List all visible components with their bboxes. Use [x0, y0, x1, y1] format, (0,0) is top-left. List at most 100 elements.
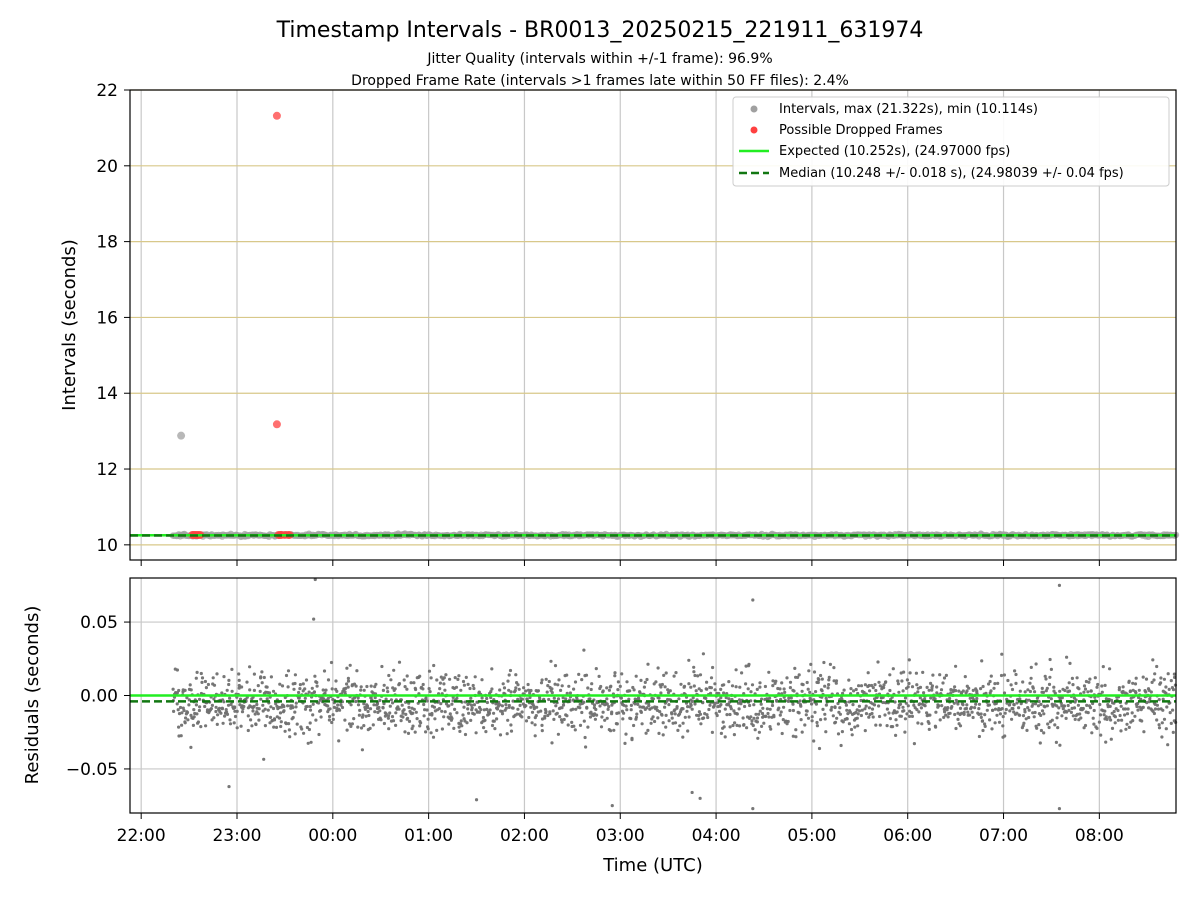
data-point [185, 696, 189, 700]
data-point [366, 706, 370, 710]
data-point [594, 667, 598, 671]
data-point [372, 703, 376, 707]
data-point [1162, 717, 1167, 721]
data-point [916, 690, 920, 694]
data-point [472, 686, 476, 691]
data-point [481, 715, 485, 720]
data-point [595, 713, 599, 717]
data-point [176, 708, 180, 712]
data-point [303, 707, 308, 711]
data-point [661, 721, 665, 725]
data-point [298, 687, 302, 691]
data-point [743, 704, 747, 709]
data-point [969, 705, 974, 710]
data-point [274, 702, 278, 706]
data-point [877, 680, 881, 684]
data-point [774, 679, 778, 683]
data-point [804, 713, 808, 717]
data-point [895, 723, 899, 727]
data-point [1055, 716, 1059, 720]
data-point [293, 710, 297, 714]
data-point [645, 706, 649, 710]
data-point [378, 709, 382, 713]
data-point [418, 724, 422, 728]
data-point [1015, 711, 1019, 715]
data-point [966, 710, 970, 714]
data-point [993, 721, 997, 725]
data-point [749, 690, 753, 694]
data-point [616, 680, 621, 684]
data-point [809, 698, 813, 702]
data-point [658, 710, 662, 714]
data-point [1108, 704, 1112, 709]
data-point [970, 710, 974, 714]
data-point [451, 699, 455, 703]
data-point [526, 688, 531, 692]
data-point [252, 704, 256, 709]
data-point [177, 712, 182, 716]
data-point [554, 704, 558, 708]
data-point [487, 711, 492, 715]
data-point [752, 716, 756, 720]
data-point [841, 720, 845, 724]
data-point [239, 724, 243, 728]
data-point [1173, 675, 1177, 680]
data-point [619, 696, 624, 700]
data-point [1074, 698, 1078, 702]
data-point [884, 680, 888, 684]
data-point [1161, 708, 1165, 712]
data-point [272, 420, 281, 429]
data-point [707, 707, 711, 712]
data-point [1048, 675, 1052, 679]
data-point [558, 715, 562, 719]
x-tick-label: 07:00 [979, 826, 1028, 846]
data-point [819, 718, 823, 722]
data-point [214, 709, 218, 714]
data-point [753, 728, 757, 732]
data-point [934, 710, 938, 714]
data-point [269, 705, 273, 709]
data-point [345, 728, 349, 732]
data-point [175, 702, 179, 706]
data-point [306, 741, 310, 745]
data-point [974, 702, 978, 706]
data-point [298, 683, 302, 687]
data-point [371, 723, 375, 727]
data-point [864, 704, 868, 708]
data-point [627, 697, 631, 701]
data-point [518, 703, 522, 708]
data-point [404, 712, 408, 717]
data-point [297, 690, 301, 695]
data-point [1003, 734, 1007, 738]
data-point [284, 673, 289, 678]
data-point [526, 682, 530, 687]
data-point [624, 704, 628, 708]
data-point [472, 703, 476, 707]
data-point [756, 736, 760, 740]
data-point [326, 696, 330, 701]
data-point [1171, 708, 1175, 712]
data-point [786, 719, 790, 724]
data-point [607, 705, 611, 709]
data-point [1042, 731, 1046, 735]
data-point [1131, 719, 1135, 723]
data-point [184, 716, 188, 720]
data-point [918, 685, 923, 690]
data-point [735, 723, 739, 728]
data-point [858, 709, 862, 713]
data-point [365, 684, 369, 689]
data-point [779, 710, 783, 714]
data-point [1006, 678, 1010, 683]
data-point [794, 728, 798, 732]
data-point [950, 705, 954, 709]
data-point [983, 713, 987, 717]
data-point [885, 707, 890, 711]
intervals-y-axis-label: Intervals (seconds) [59, 239, 80, 411]
data-point [369, 684, 373, 688]
data-point [673, 712, 677, 716]
data-point [730, 684, 735, 688]
data-point [570, 720, 574, 725]
data-point [1070, 706, 1074, 711]
data-point [1035, 726, 1039, 730]
data-point [508, 668, 513, 673]
